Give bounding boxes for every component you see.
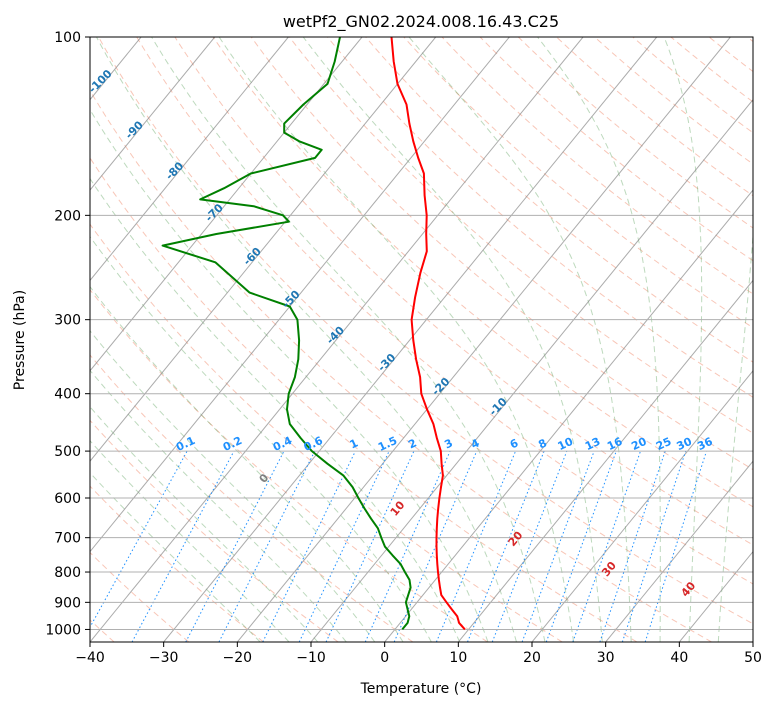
mixing-ratio-label: 25 bbox=[654, 435, 673, 453]
mixing-ratio-label: 10 bbox=[556, 435, 576, 453]
x-tick-label: 40 bbox=[670, 650, 688, 666]
y-tick-label: 1000 bbox=[45, 622, 81, 638]
dry-adiabat bbox=[90, 89, 712, 642]
dry-adiabat bbox=[365, 37, 753, 363]
moist-adiabat bbox=[408, 37, 632, 642]
x-tick-label: −30 bbox=[149, 650, 179, 666]
isotherm-line bbox=[90, 37, 363, 372]
dry-adiabat bbox=[479, 37, 753, 262]
moist-adiabat bbox=[90, 439, 290, 642]
mixing-ratio-label: 36 bbox=[695, 435, 715, 453]
dry-adiabat bbox=[136, 37, 753, 585]
x-tick-label: 20 bbox=[523, 650, 541, 666]
profile-lines bbox=[161, 37, 466, 631]
moist-adiabat bbox=[663, 37, 703, 642]
mixing-ratio-line bbox=[599, 450, 666, 642]
mixing-ratio-line bbox=[644, 450, 707, 642]
dry-adiabat bbox=[517, 37, 753, 229]
dry-adiabat bbox=[90, 485, 264, 642]
dry-adiabat bbox=[250, 37, 753, 471]
x-tick-label: 30 bbox=[597, 650, 615, 666]
moist-adiabat bbox=[151, 37, 546, 642]
dry-adiabat bbox=[556, 37, 753, 197]
mixing-ratio-line bbox=[572, 450, 641, 642]
x-tick-label: 10 bbox=[449, 650, 467, 666]
dry-adiabat bbox=[327, 37, 753, 398]
axis-ticks: −40 −30 −20 −10 0 10 20 30 40 50 1000 900 800 700 600 5… bbox=[45, 30, 762, 666]
moist-adiabat bbox=[96, 37, 517, 642]
moist-adiabat bbox=[537, 37, 661, 642]
dry-adiabat bbox=[212, 37, 753, 508]
dry-adiabat bbox=[98, 37, 753, 625]
background-lines bbox=[90, 37, 753, 642]
isotherm-line bbox=[90, 37, 216, 191]
dry-adiabat bbox=[174, 37, 753, 546]
isotherm-line bbox=[163, 37, 658, 642]
moist-adiabat bbox=[218, 37, 575, 642]
plot-frame bbox=[89, 36, 754, 643]
moist-adiabat bbox=[90, 329, 376, 642]
y-tick-label: 200 bbox=[54, 208, 81, 224]
moist-adiabat bbox=[90, 472, 261, 642]
mixing-ratio-label: 20 bbox=[629, 435, 649, 453]
dry-adiabat bbox=[90, 157, 638, 642]
x-tick-label: 50 bbox=[744, 650, 762, 666]
mixing-ratio-line bbox=[393, 450, 478, 642]
isotherm-line bbox=[457, 279, 753, 642]
moist-adiabat bbox=[90, 406, 319, 642]
y-tick-label: 800 bbox=[54, 565, 81, 581]
y-tick-label: 400 bbox=[54, 387, 81, 403]
x-tick-label: −20 bbox=[223, 650, 253, 666]
mixing-ratio-line bbox=[545, 450, 617, 642]
moist-adiabat bbox=[302, 37, 603, 642]
mixing-ratio-line bbox=[364, 450, 451, 642]
dry-adiabat bbox=[90, 419, 339, 642]
y-tick-label: 600 bbox=[54, 491, 81, 507]
mixing-ratio-line bbox=[325, 450, 415, 642]
mixing-ratio-line bbox=[621, 450, 687, 642]
isotherm-line bbox=[90, 37, 289, 282]
mixing-ratio-line bbox=[435, 450, 517, 642]
isotherm-line bbox=[310, 98, 753, 642]
y-tick-label: 700 bbox=[54, 531, 81, 547]
y-tick-label: 900 bbox=[54, 595, 81, 611]
y-tick-label: 100 bbox=[54, 30, 81, 46]
isotherm-line bbox=[384, 189, 753, 642]
mixing-ratio-label: 16 bbox=[605, 435, 625, 453]
y-axis-label: Pressure (hPa) bbox=[12, 290, 28, 390]
isotherm-line bbox=[90, 37, 584, 642]
isotherm-line bbox=[90, 37, 510, 553]
y-tick-label: 500 bbox=[54, 444, 81, 460]
isotherm-line bbox=[236, 37, 731, 642]
x-tick-label: −10 bbox=[296, 650, 326, 666]
mixing-ratio-label: 13 bbox=[583, 435, 602, 453]
dry-adiabat bbox=[594, 37, 753, 165]
mixing-ratio-line bbox=[90, 450, 188, 629]
mixing-ratio-line bbox=[262, 450, 356, 642]
moist-adiabat bbox=[717, 229, 753, 642]
mixing-ratio-label: 30 bbox=[675, 435, 695, 453]
isotherm-line bbox=[605, 460, 753, 642]
chart-title: wetPf2_GN02.2024.008.16.43.C25 bbox=[283, 12, 559, 32]
y-tick-label: 300 bbox=[54, 313, 81, 329]
x-tick-label: 0 bbox=[380, 650, 389, 666]
moist-adiabat bbox=[90, 235, 432, 642]
moist-adiabat bbox=[90, 108, 489, 642]
temperature-profile-line bbox=[390, 37, 466, 631]
isotherm-line bbox=[90, 37, 437, 463]
dry-adiabat bbox=[90, 288, 488, 642]
x-tick-label: −40 bbox=[75, 650, 105, 666]
mixing-ratio-line bbox=[131, 450, 235, 642]
x-axis-label: Temperature (°C) bbox=[360, 681, 482, 697]
dewpoint-profile-line bbox=[161, 37, 412, 631]
isotherm-line bbox=[531, 370, 753, 642]
dry-adiabat bbox=[90, 223, 563, 642]
